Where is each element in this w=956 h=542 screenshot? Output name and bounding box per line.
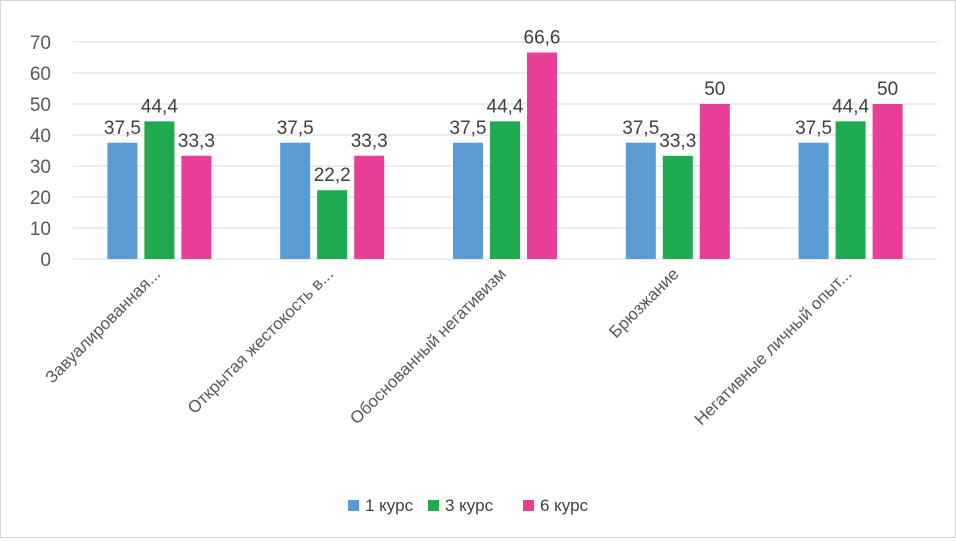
bar (490, 121, 520, 259)
bar (181, 155, 212, 259)
y-tick-label: 70 (30, 33, 51, 54)
y-tick-label: 10 (30, 219, 51, 240)
bar (625, 142, 656, 259)
y-axis-ticks: 0 10 20 30 40 50 60 70 (30, 33, 51, 271)
data-label: 33,3 (351, 131, 388, 152)
bars (107, 52, 903, 259)
data-label: 44,4 (832, 96, 869, 117)
data-label: 44,4 (487, 96, 524, 117)
bar (872, 104, 903, 259)
bar (354, 155, 385, 259)
x-tick-label: Завуалированная... (42, 264, 165, 387)
legend-label: 3 курс (445, 496, 494, 515)
data-label: 44,4 (141, 96, 178, 117)
bar (798, 142, 829, 259)
bar (835, 121, 866, 259)
x-tick-label: Открытая жестокость в... (184, 264, 337, 417)
data-label: 50 (704, 79, 725, 100)
data-label: 50 (877, 79, 898, 100)
bar (280, 142, 311, 259)
data-label: 37,5 (277, 118, 314, 139)
bar (662, 155, 693, 259)
data-label: 33,3 (178, 131, 215, 152)
y-tick-label: 60 (30, 64, 51, 85)
data-label: 37,5 (450, 118, 487, 139)
bar (107, 142, 138, 259)
y-tick-label: 30 (30, 157, 51, 178)
bar (317, 190, 348, 259)
legend: 1 курс 3 курс 6 курс (348, 496, 589, 515)
bar (699, 104, 730, 259)
y-tick-label: 20 (30, 188, 51, 209)
data-labels: 37,544,433,337,522,233,337,544,466,637,5… (104, 28, 898, 187)
data-label: 22,2 (314, 165, 351, 186)
y-tick-label: 40 (30, 126, 51, 147)
bar (144, 121, 175, 259)
data-label: 37,5 (104, 118, 141, 139)
data-label: 37,5 (795, 118, 832, 139)
x-tick-label: Брюзжание (605, 264, 682, 341)
x-axis-ticks: Завуалированная... Открытая жестокость в.… (42, 264, 856, 429)
bar (527, 52, 557, 259)
data-label: 66,6 (524, 28, 561, 49)
bar (453, 142, 483, 259)
data-label: 37,5 (622, 118, 659, 139)
legend-swatch (428, 500, 439, 511)
y-tick-label: 50 (30, 95, 51, 116)
legend-label: 1 курс (365, 496, 414, 515)
x-tick-label: Обоснованный негативизм (346, 264, 510, 428)
legend-swatch (348, 500, 359, 511)
y-tick-label: 0 (40, 250, 51, 271)
x-tick-label: Негативные личный опыт... (691, 264, 856, 429)
data-label: 33,3 (659, 131, 696, 152)
legend-label: 6 курс (540, 496, 589, 515)
legend-swatch (523, 500, 534, 511)
